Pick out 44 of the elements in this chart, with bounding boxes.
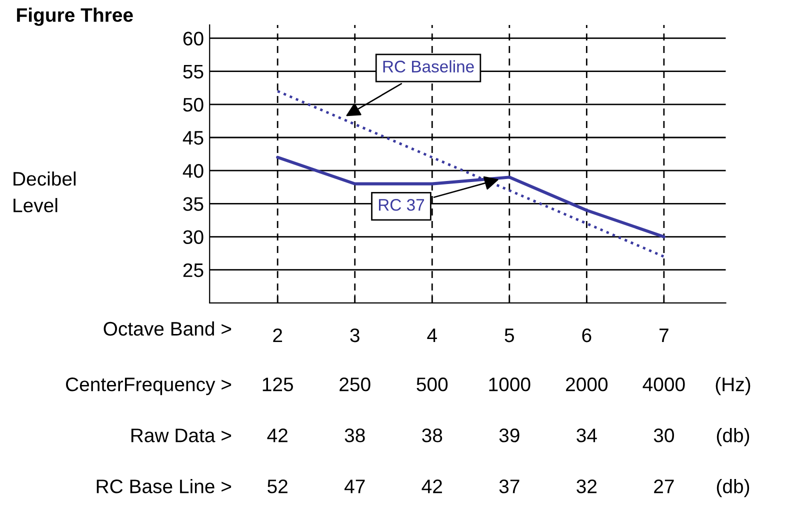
y-tick-label: 30 [183, 230, 204, 244]
data-label: 30 [654, 428, 674, 442]
data-label: 27 [654, 480, 674, 494]
data-label: 42 [422, 480, 442, 494]
data-label: 32 [576, 480, 597, 494]
line-series [276, 90, 666, 258]
x-tick-label: 4 [427, 328, 437, 342]
text: 4000 [642, 378, 685, 392]
x-tick-label: 7 [660, 328, 668, 342]
y-tick-label: 35 [183, 197, 204, 211]
data-label: 52 [268, 480, 288, 494]
data-label: 37 [499, 480, 520, 494]
text: (db) [716, 428, 750, 446]
x-axis-title: Octave Band > [104, 321, 232, 336]
x-tick-label: 6 [582, 328, 592, 342]
x-tick-label: 2 [273, 328, 282, 342]
text: 1000 [489, 378, 530, 392]
text: RC Base Line > [96, 479, 232, 494]
y-tick-label: 55 [183, 64, 204, 79]
x-tick-label: 3 [350, 328, 360, 342]
text: RC Baseline [383, 60, 474, 72]
text: 2000 [566, 378, 608, 392]
text: 125 [262, 378, 294, 392]
series-label: RC 37 [378, 198, 424, 211]
text: Decibel Level [14, 171, 76, 212]
y-tick-label: 60 [183, 32, 204, 46]
y-tick-label: 40 [182, 164, 204, 178]
text: 250 [340, 378, 370, 392]
data-label: 47 [344, 480, 365, 494]
text: CenterFrequency > [66, 378, 232, 396]
text: (Hz) [716, 377, 750, 396]
data-label: 34 [576, 428, 597, 442]
text: (db) [716, 479, 750, 498]
y-tick-label: 45 [182, 131, 204, 145]
data-label: 42 [267, 428, 288, 442]
data-label: 38 [344, 428, 365, 442]
x-tick-label: 5 [504, 328, 514, 342]
y-tick-label: 25 [183, 263, 204, 278]
data-label: 38 [422, 428, 442, 442]
y-tick-label: 50 [183, 98, 204, 112]
chart-title: Figure Three [17, 8, 133, 26]
data-label: 39 [499, 428, 520, 442]
text: Raw Data > [131, 428, 232, 442]
text: 500 [416, 378, 448, 392]
